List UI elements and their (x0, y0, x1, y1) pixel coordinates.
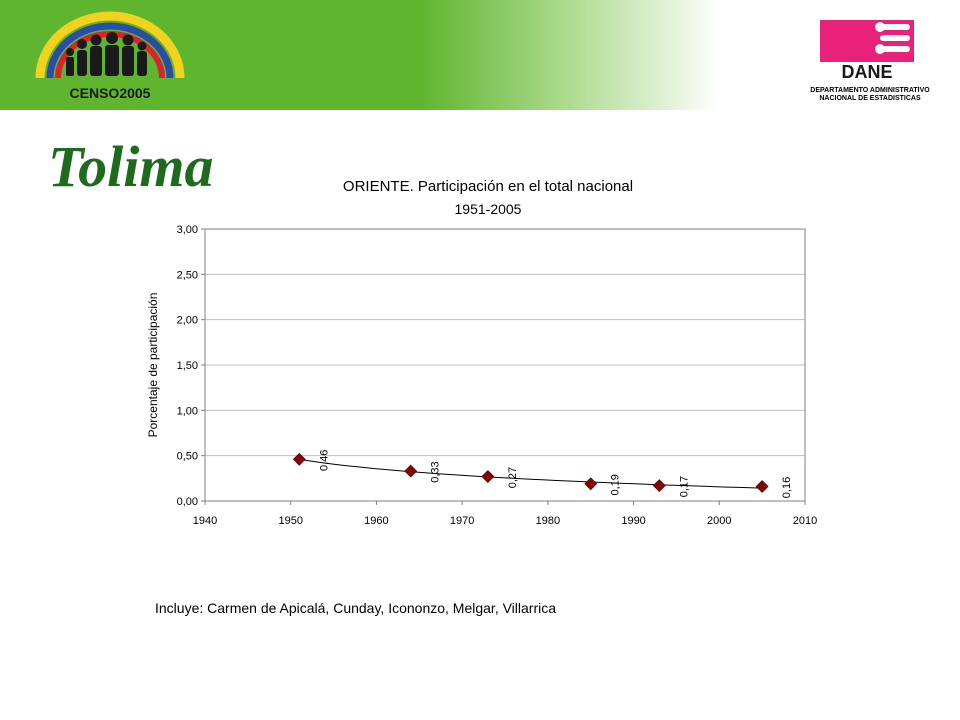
data-label: 0,33 (430, 461, 442, 482)
x-tick-label: 2010 (793, 515, 817, 527)
data-point (481, 470, 495, 483)
x-tick-label: 1950 (278, 515, 302, 527)
region-title: Tolima (48, 134, 214, 199)
dane-subtitle: DEPARTAMENTO ADMINISTRATIVO NACIONAL DE … (780, 87, 960, 103)
data-point (292, 452, 306, 466)
footnote: Incluye: Carmen de Apicalá, Cunday, Icon… (155, 600, 557, 616)
trendline-path (299, 458, 763, 489)
y-tick-label: 1,50 (177, 360, 198, 372)
trendline (299, 458, 763, 489)
data-point (584, 477, 598, 491)
y-tick-label: 0,00 (177, 496, 198, 508)
dane-logo: DANE (820, 20, 914, 80)
y-tick-label: 2,50 (177, 269, 198, 281)
dane-subtitle-line1: DEPARTAMENTO ADMINISTRATIVO (810, 87, 930, 94)
data-points (292, 452, 769, 493)
x-tick-label: 1940 (193, 515, 217, 527)
grid-lines (205, 273, 805, 457)
x-tick-labels: 1940 1950 1960 1970 1980 1990 2000 2010 (193, 501, 817, 527)
y-tick-label: 0,50 (177, 451, 198, 463)
x-tick-label: 1980 (536, 515, 560, 527)
dane-subtitle-line2: NACIONAL DE ESTADISTICAS (819, 95, 921, 102)
data-label: 0,19 (610, 474, 622, 495)
y-axis-label: Porcentaje de participación (146, 293, 160, 438)
chart-title: ORIENTE. Participación en el total nacio… (343, 178, 633, 195)
data-label: 0,46 (318, 450, 330, 471)
censo-2005-logo: CENSO2005 (35, 11, 185, 101)
data-point (755, 480, 769, 493)
x-tick-label: 1970 (450, 515, 474, 527)
censo-logo-text: CENSO2005 (70, 85, 151, 101)
data-labels: 0,46 0,33 0,27 0,19 0,17 0,16 (318, 450, 793, 499)
data-point (652, 479, 666, 493)
x-tick-label: 2000 (707, 515, 731, 527)
chart-subtitle: 1951-2005 (455, 201, 522, 217)
x-tick-label: 1990 (621, 515, 645, 527)
y-tick-label: 2,00 (177, 315, 198, 327)
y-tick-label: 1,00 (177, 405, 198, 417)
dane-logo-text: DANE (841, 62, 892, 80)
data-label: 0,17 (678, 476, 690, 497)
data-point (404, 464, 418, 478)
data-label: 0,27 (507, 467, 519, 488)
x-tick-label: 1960 (364, 515, 388, 527)
y-tick-label: 3,00 (177, 224, 198, 236)
y-tick-labels: 0,00 0,50 1,00 1,50 2,00 2,50 3,00 (177, 224, 205, 508)
data-label: 0,16 (781, 477, 793, 498)
